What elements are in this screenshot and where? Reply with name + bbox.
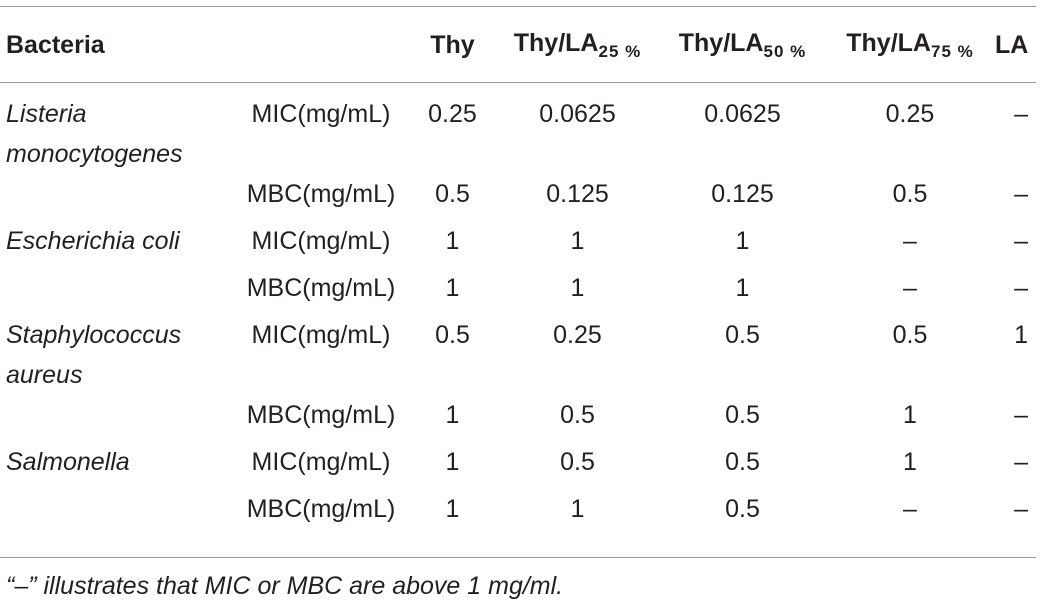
cell-thy-la50: 0.5 xyxy=(725,401,760,429)
cell-thy-la50: 0.0625 xyxy=(704,100,781,128)
cell-la: – xyxy=(1014,448,1028,476)
header-parameter xyxy=(232,7,410,82)
header-thy-la50-sub: 50 % xyxy=(763,42,807,61)
cell-bacteria: Staphylococcus aureus xyxy=(6,321,182,389)
cell-la: – xyxy=(1014,227,1028,255)
table-row: Escherichia coli MIC(mg/mL) 1 1 1 – – xyxy=(0,221,1036,268)
cell-bacteria: Salmonella xyxy=(6,448,130,476)
cell-thy-la50: 1 xyxy=(735,227,750,255)
cell-thy: 0.5 xyxy=(435,321,470,349)
table-row: MBC(mg/mL) 1 1 0.5 – – xyxy=(0,489,1036,536)
cell-parameter: MIC(mg/mL) xyxy=(251,448,391,476)
cell-parameter: MBC(mg/mL) xyxy=(246,180,396,208)
header-thy-la50-base: Thy/LA xyxy=(678,29,764,57)
cell-bacteria: Escherichia coli xyxy=(6,227,180,255)
header-la: LA xyxy=(995,30,1029,59)
cell-la: – xyxy=(1014,274,1028,302)
cell-thy-la75: 0.5 xyxy=(892,321,928,349)
cell-thy-la50: 0.5 xyxy=(725,321,760,349)
table-row: MBC(mg/mL) 1 1 1 – – xyxy=(0,268,1036,315)
cell-la: – xyxy=(1014,495,1028,523)
cell-thy-la50: 1 xyxy=(735,274,750,302)
header-thy-la25-base: Thy/LA xyxy=(513,29,599,57)
header-thy-la75-base: Thy/LA xyxy=(846,29,931,57)
cell-parameter: MIC(mg/mL) xyxy=(251,321,391,349)
cell-bacteria xyxy=(0,174,232,221)
cell-thy: 1 xyxy=(445,401,460,429)
cell-parameter: MIC(mg/mL) xyxy=(251,227,391,255)
table-row: Salmonella MIC(mg/mL) 1 0.5 0.5 1 – xyxy=(0,442,1036,489)
cell-thy-la75: 0.5 xyxy=(892,180,928,208)
header-row: Bacteria Thy Thy/LA25 % Thy/LA50 % Thy/L… xyxy=(0,7,1036,82)
table-bottom-rule xyxy=(0,557,1036,558)
header-thy-la75-sub: 75 % xyxy=(930,42,974,61)
header-bacteria: Bacteria xyxy=(6,30,105,59)
cell-bacteria: Listeria monocytogenes xyxy=(6,100,183,168)
cell-bacteria xyxy=(0,395,232,442)
cell-parameter: MBC(mg/mL) xyxy=(246,495,396,523)
header-thy-la25-sub: 25 % xyxy=(598,42,642,61)
cell-la: – xyxy=(1014,401,1028,429)
table-top-rule xyxy=(0,6,1036,7)
cell-thy-la25: 1 xyxy=(570,495,585,523)
cell-thy-la50: 0.125 xyxy=(711,180,774,208)
cell-thy: 1 xyxy=(445,495,460,523)
cell-thy-la25: 1 xyxy=(570,274,585,302)
header-thy-la25: Thy/LA25 % xyxy=(495,7,660,82)
table-row: Listeria monocytogenes MIC(mg/mL) 0.25 0… xyxy=(0,82,1036,174)
cell-thy-la75: – xyxy=(903,495,917,523)
cell-thy-la75: 1 xyxy=(903,401,917,429)
cell-thy-la50: 0.5 xyxy=(725,495,760,523)
cell-thy-la75: – xyxy=(903,274,917,302)
table-footnote: “–” illustrates that MIC or MBC are abov… xyxy=(6,572,564,600)
table-row: MBC(mg/mL) 1 0.5 0.5 1 – xyxy=(0,395,1036,442)
cell-thy-la25: 1 xyxy=(570,227,585,255)
cell-thy-la25: 0.0625 xyxy=(539,100,616,128)
cell-thy: 1 xyxy=(445,274,460,302)
cell-thy: 1 xyxy=(445,227,460,255)
cell-thy-la25: 0.5 xyxy=(560,401,595,429)
cell-thy: 0.5 xyxy=(435,180,470,208)
cell-thy-la25: 0.125 xyxy=(546,180,609,208)
cell-thy-la25: 0.25 xyxy=(553,321,602,349)
cell-thy-la75: 1 xyxy=(903,448,917,476)
header-thy: Thy xyxy=(430,30,475,59)
table-row: Staphylococcus aureus MIC(mg/mL) 0.5 0.2… xyxy=(0,315,1036,395)
header-thy-la75: Thy/LA75 % xyxy=(825,7,995,82)
cell-la: – xyxy=(1014,180,1028,208)
cell-thy: 0.25 xyxy=(428,100,477,128)
mic-mbc-table: Bacteria Thy Thy/LA25 % Thy/LA50 % Thy/L… xyxy=(0,7,1036,536)
cell-thy-la50: 0.5 xyxy=(725,448,760,476)
header-thy-la50: Thy/LA50 % xyxy=(660,7,825,82)
cell-thy: 1 xyxy=(445,448,460,476)
cell-thy-la75: – xyxy=(903,227,917,255)
cell-la: 1 xyxy=(1014,321,1028,349)
cell-parameter: MIC(mg/mL) xyxy=(251,100,391,128)
table-header-rule xyxy=(0,82,1036,83)
table-row: MBC(mg/mL) 0.5 0.125 0.125 0.5 – xyxy=(0,174,1036,221)
cell-parameter: MBC(mg/mL) xyxy=(246,274,396,302)
cell-parameter: MBC(mg/mL) xyxy=(246,401,396,429)
cell-thy-la75: 0.25 xyxy=(885,100,935,128)
cell-bacteria xyxy=(0,268,232,315)
cell-bacteria xyxy=(0,489,232,536)
cell-la: – xyxy=(1014,100,1028,128)
cell-thy-la25: 0.5 xyxy=(560,448,595,476)
